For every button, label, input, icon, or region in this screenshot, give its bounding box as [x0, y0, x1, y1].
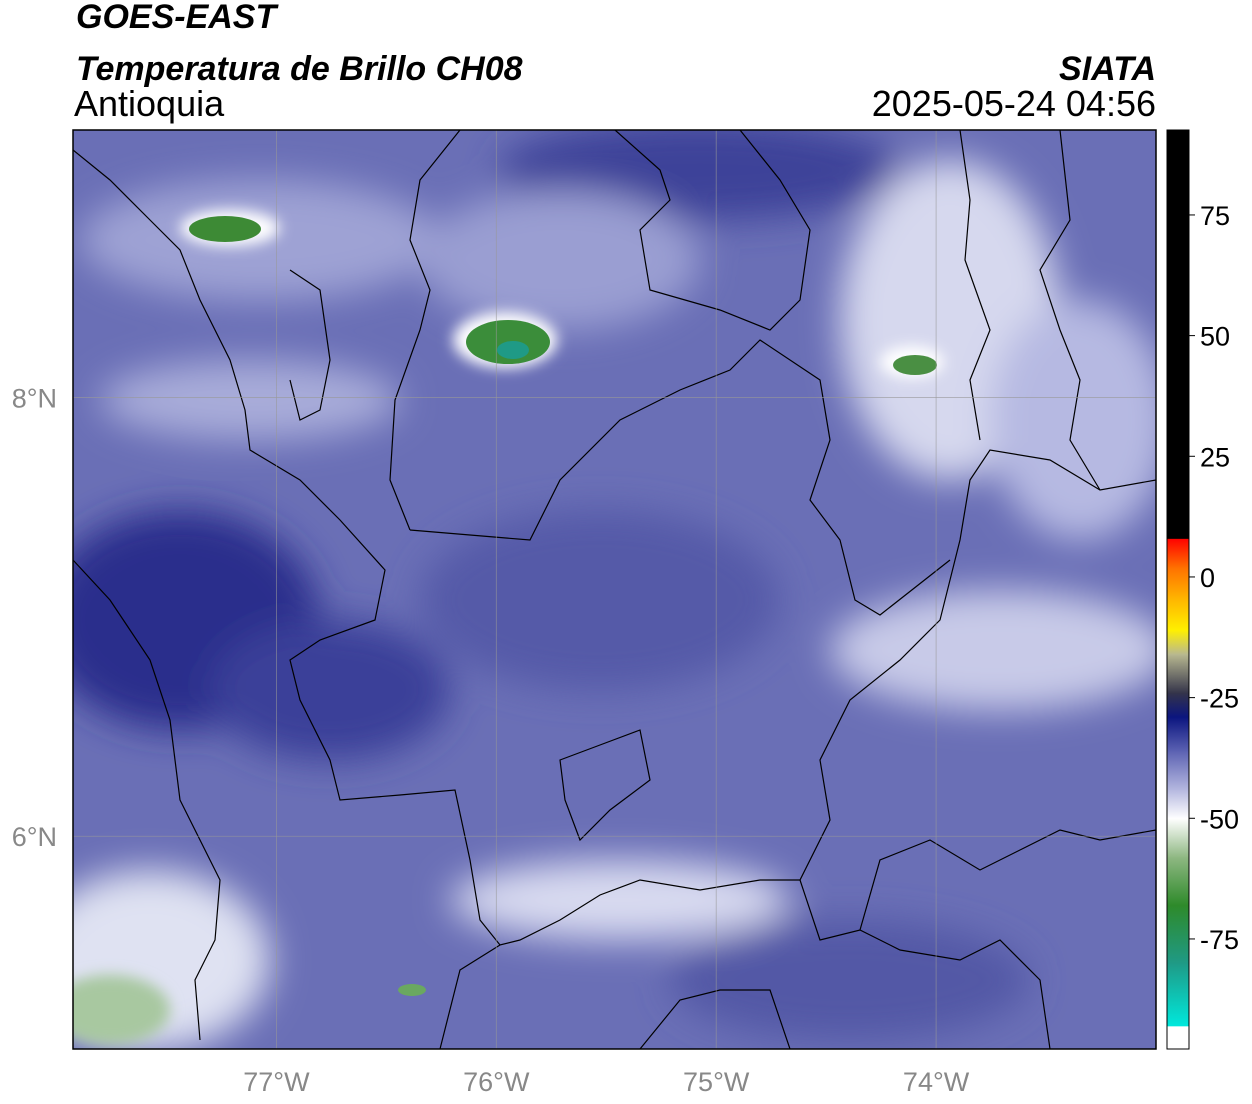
colorbar-tick-label: 50 — [1200, 322, 1230, 352]
colorbar-frame — [1166, 129, 1190, 1050]
colorbar-segment — [1167, 905, 1189, 964]
colorbar-segment — [1167, 716, 1189, 752]
region: Antioquia — [74, 83, 225, 124]
colorbar-segment — [1167, 963, 1189, 1027]
colorbar-segment — [1167, 692, 1189, 718]
lat-tick-label: 8°N — [12, 384, 57, 414]
colorbar-segment — [1167, 1025, 1189, 1050]
colorbar-tick-label: 25 — [1200, 442, 1230, 472]
datetime: 2025-05-24 04:56 — [872, 83, 1156, 124]
colorbar-tick-label: 0 — [1200, 563, 1215, 593]
colorbar-segment — [1167, 654, 1189, 694]
map-frame — [72, 129, 1157, 1050]
colorbar-segment — [1167, 856, 1189, 906]
lon-tick-label: 75°W — [683, 1067, 750, 1097]
lon-tick-label: 77°W — [243, 1067, 310, 1097]
colorbar: -75 -50 -25 0 25 50 75 — [1167, 130, 1239, 1050]
satellite-image — [73, 130, 1156, 1049]
colorbar-tick-label: 75 — [1200, 201, 1230, 231]
colorbar-segment — [1167, 630, 1189, 655]
colorbar-segment — [1167, 750, 1189, 790]
colorbar-segment — [1167, 130, 1189, 539]
colorbar-tick-label: -75 — [1200, 925, 1239, 955]
colorbar-tick-label: -25 — [1200, 684, 1239, 714]
colorbar-segment — [1167, 567, 1189, 597]
title: GOES-EAST — [76, 0, 279, 36]
lat-tick-label: 6°N — [12, 822, 57, 852]
lon-tick-label: 76°W — [463, 1067, 530, 1097]
lon-tick-label: 74°W — [903, 1067, 970, 1097]
source: SIATA — [1059, 50, 1156, 88]
colorbar-segment — [1167, 596, 1189, 631]
colorbar-segment — [1167, 538, 1189, 568]
colorbar-segment — [1167, 789, 1189, 819]
colorbar-tick-label: -50 — [1200, 804, 1239, 834]
colorbar-segment — [1167, 818, 1189, 858]
grid — [73, 130, 1156, 1049]
subtitle: Temperatura de Brillo CH08 — [76, 50, 523, 88]
